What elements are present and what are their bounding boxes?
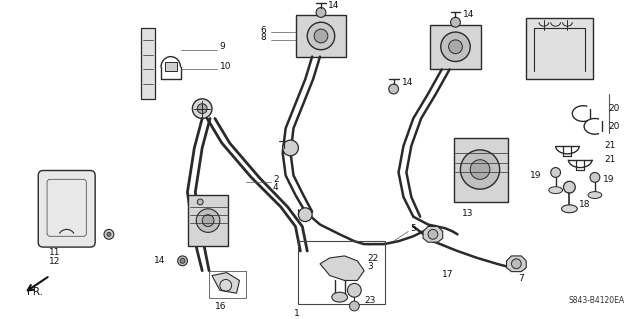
Circle shape xyxy=(196,209,220,232)
Polygon shape xyxy=(506,256,526,272)
Text: 11: 11 xyxy=(49,248,61,257)
Circle shape xyxy=(388,84,399,94)
Ellipse shape xyxy=(548,187,563,194)
Text: 5: 5 xyxy=(410,224,416,233)
Text: 22: 22 xyxy=(367,254,378,263)
Text: 18: 18 xyxy=(579,200,591,209)
Polygon shape xyxy=(320,256,364,280)
Text: 20: 20 xyxy=(609,104,620,113)
Circle shape xyxy=(511,259,521,269)
Circle shape xyxy=(202,215,214,226)
Text: 14: 14 xyxy=(328,1,339,10)
Text: 14: 14 xyxy=(154,256,165,265)
Text: 17: 17 xyxy=(442,270,453,279)
Circle shape xyxy=(551,167,561,177)
Text: 13: 13 xyxy=(461,209,473,218)
Circle shape xyxy=(178,256,188,266)
Circle shape xyxy=(449,40,462,54)
Circle shape xyxy=(348,283,361,297)
Bar xyxy=(141,28,155,99)
Text: 19: 19 xyxy=(531,171,542,180)
Text: 23: 23 xyxy=(364,296,376,305)
Circle shape xyxy=(470,160,490,179)
Ellipse shape xyxy=(561,205,577,213)
Circle shape xyxy=(590,173,600,182)
Text: 6: 6 xyxy=(260,26,266,34)
Text: 8: 8 xyxy=(260,33,266,42)
Bar xyxy=(526,18,593,79)
Circle shape xyxy=(298,208,312,222)
Text: 2: 2 xyxy=(273,175,278,184)
Text: 20: 20 xyxy=(609,122,620,131)
Text: 3: 3 xyxy=(367,262,373,271)
Circle shape xyxy=(349,301,359,311)
Text: 12: 12 xyxy=(49,257,61,266)
Text: 4: 4 xyxy=(273,183,278,192)
Bar xyxy=(296,15,346,56)
Bar xyxy=(165,62,177,71)
Text: S843-B4120EA: S843-B4120EA xyxy=(568,296,625,305)
Circle shape xyxy=(193,99,212,118)
Text: 1: 1 xyxy=(294,309,300,318)
Polygon shape xyxy=(423,226,443,242)
Circle shape xyxy=(197,104,207,114)
Text: 19: 19 xyxy=(603,175,614,184)
Circle shape xyxy=(563,181,575,193)
Text: 21: 21 xyxy=(605,155,616,164)
Text: 9: 9 xyxy=(220,42,226,51)
Ellipse shape xyxy=(588,192,602,198)
Text: 7: 7 xyxy=(518,274,524,283)
Circle shape xyxy=(104,229,114,239)
Text: 16: 16 xyxy=(215,302,227,311)
Text: 10: 10 xyxy=(220,62,231,71)
Circle shape xyxy=(460,150,500,189)
Circle shape xyxy=(451,17,460,27)
Text: 14: 14 xyxy=(401,78,413,87)
Bar xyxy=(188,195,228,246)
Circle shape xyxy=(428,229,438,239)
Bar xyxy=(454,138,508,202)
Circle shape xyxy=(197,199,203,205)
Bar xyxy=(430,25,481,69)
Ellipse shape xyxy=(332,292,348,302)
Circle shape xyxy=(441,32,470,62)
FancyBboxPatch shape xyxy=(38,170,95,247)
Text: FR.: FR. xyxy=(28,287,44,297)
Circle shape xyxy=(316,8,326,17)
Text: 21: 21 xyxy=(605,141,616,151)
Circle shape xyxy=(314,29,328,43)
Polygon shape xyxy=(212,273,239,293)
Circle shape xyxy=(307,22,335,50)
Text: 14: 14 xyxy=(463,10,475,19)
Bar xyxy=(209,271,246,298)
Circle shape xyxy=(107,232,111,236)
Bar xyxy=(298,241,385,304)
Circle shape xyxy=(283,140,298,156)
Circle shape xyxy=(180,258,185,263)
